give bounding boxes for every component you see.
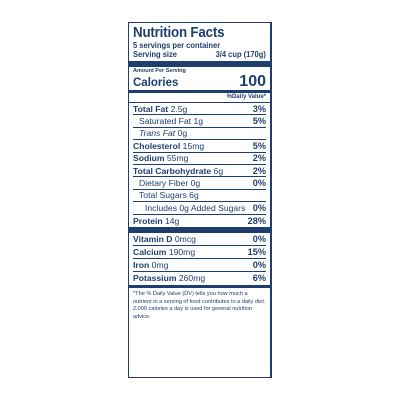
nutrient-row-total-fat: Total Fat 2.5g 3%	[133, 103, 266, 116]
nutrient-amount: 6g	[189, 190, 199, 201]
vitamin-amount: 260mg	[178, 273, 206, 284]
nutrient-dv: 0%	[252, 178, 266, 189]
nutrient-amount: 1g	[193, 116, 204, 127]
daily-value-footnote: *The % Daily Value (DV) tells you how mu…	[133, 290, 266, 320]
vitamin-dv: 0%	[252, 233, 266, 244]
nutrient-row-trans-fat: Trans Fat 0g	[133, 128, 266, 141]
thick-divider	[129, 226, 270, 233]
nutrient-name: Dietary Fiber	[139, 178, 189, 189]
nutrient-row-cholesterol: Cholesterol 15mg 5%	[133, 140, 266, 153]
nutrient-row-protein: Protein 14g 28%	[133, 215, 266, 227]
nutrient-row-sodium: Sodium 55mg 2%	[133, 153, 266, 165]
amount-per-serving: Amount Per Serving	[133, 68, 186, 74]
nutrient-name: Cholesterol	[133, 140, 181, 151]
thick-divider	[129, 61, 270, 67]
vitamin-row-potassium: Potassium 260mg 6%	[133, 272, 266, 285]
nutrient-name: Total Fat	[133, 103, 169, 114]
thin-divider	[129, 102, 270, 103]
nutrient-amount: 6g	[213, 165, 224, 176]
nutrient-dv: 2%	[252, 165, 266, 176]
vitamin-row-iron: Iron 0mg 0%	[133, 259, 266, 272]
servings-per-container: 5 servings per container	[133, 40, 221, 50]
calories-label: Calories	[133, 77, 179, 89]
nutrient-dv: 5%	[252, 116, 266, 127]
vitamin-row-vitamin-d: Vitamin D 0mcg 0%	[133, 233, 266, 246]
vitamin-amount: 190mg	[168, 246, 196, 257]
nutrient-amount: 2.5g	[170, 103, 188, 114]
vitamin-name: Iron	[133, 259, 150, 270]
nutrient-name: Protein	[133, 215, 163, 226]
nutrient-name: Total Sugars	[139, 190, 187, 201]
vitamin-dv: 0%	[252, 259, 266, 270]
nutrient-dv: 0%	[252, 202, 266, 213]
serving-size-label: Serving size	[133, 49, 178, 59]
vitamin-row-calcium: Calcium 190mg 15%	[133, 246, 266, 259]
nutrient-name-italic-2: Fat	[162, 128, 176, 139]
vitamin-name: Calcium	[133, 246, 167, 257]
nutrient-name: Includes 0g Added Sugars	[145, 202, 246, 213]
nutrient-amount: 15mg	[182, 140, 205, 151]
nutrient-dv: 5%	[252, 140, 266, 151]
nutrient-name: Sodium	[133, 153, 165, 164]
nutrient-amount: 55mg	[166, 153, 189, 164]
nutrient-amount: 0g	[190, 178, 201, 189]
calories-value: 100	[239, 73, 266, 90]
nutrition-facts-label: Nutrition Facts 5 servings per container…	[128, 22, 272, 378]
vitamin-dv: 15%	[247, 246, 266, 257]
nutrient-name: Total Carbohydrate	[133, 165, 212, 176]
vitamin-amount: 0mcg	[174, 233, 196, 244]
vitamin-dv: 6%	[252, 273, 266, 284]
nutrient-row-saturated-fat: Saturated Fat 1g 5%	[133, 115, 266, 128]
daily-value-header: %Daily Value*	[226, 94, 266, 100]
medium-divider	[129, 90, 270, 93]
calories-row: Calories 100	[133, 73, 266, 90]
nutrient-dv: 2%	[252, 153, 266, 164]
nutrient-amount: 0g	[177, 128, 188, 139]
nutrient-row-added-sugars: Includes 0g Added Sugars 0%	[133, 202, 266, 215]
serving-size-row: Serving size 3/4 cup (170g)	[133, 50, 266, 59]
serving-size-value: 3/4 cup (170g)	[215, 49, 266, 59]
nutrient-row-dietary-fiber: Dietary Fiber 0g 0%	[133, 177, 266, 190]
vitamin-amount: 0mg	[151, 259, 169, 270]
nutrient-row-total-sugars: Total Sugars 6g	[133, 190, 266, 203]
vitamin-name: Potassium	[133, 273, 177, 284]
label-title: Nutrition Facts	[133, 25, 225, 41]
nutrient-dv: 3%	[252, 103, 266, 114]
nutrient-name: Saturated Fat	[139, 116, 192, 127]
medium-divider	[129, 284, 270, 288]
vitamin-name: Vitamin D	[133, 233, 173, 244]
nutrient-row-total-carbohydrate: Total Carbohydrate 6g 2%	[133, 165, 266, 178]
nutrient-amount: 14g	[165, 215, 180, 226]
nutrient-name-italic: Trans	[139, 128, 161, 139]
nutrient-dv: 28%	[247, 215, 266, 226]
